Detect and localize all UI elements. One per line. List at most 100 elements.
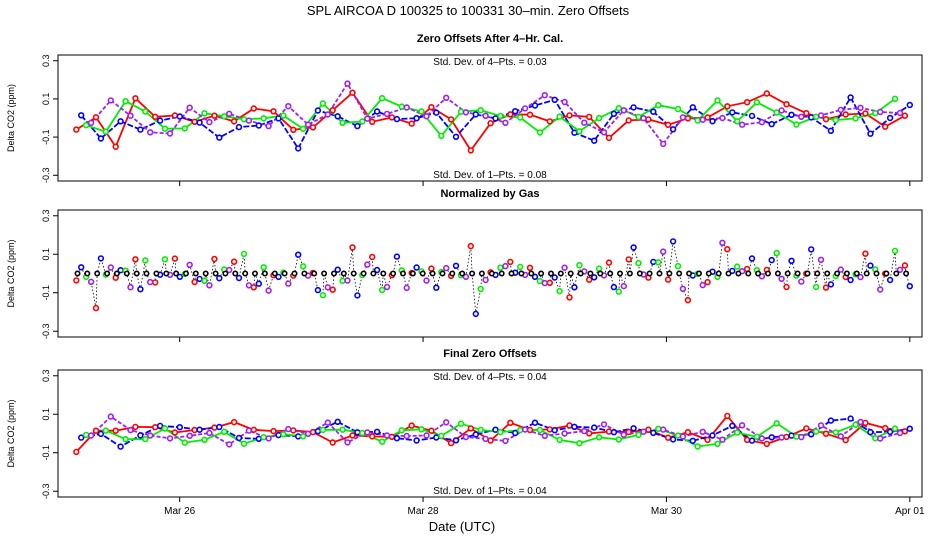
data-point-green — [418, 426, 425, 433]
data-point-purple — [364, 261, 371, 268]
data-point-purple — [107, 97, 115, 104]
data-point-black — [774, 270, 781, 277]
data-point-green — [852, 115, 859, 122]
data-point-blue — [610, 283, 618, 291]
data-point-red — [684, 297, 692, 304]
data-point-purple — [443, 264, 450, 272]
data-point-red — [585, 430, 593, 437]
data-point-purple — [462, 433, 470, 441]
data-point-blue — [571, 284, 578, 291]
series-line-green — [85, 422, 896, 448]
data-point-red — [230, 258, 238, 265]
data-point-green — [595, 265, 603, 272]
data-point-red — [566, 422, 573, 429]
y-axis-label: Delta CO2 (ppm) — [6, 399, 16, 467]
data-point-blue — [807, 246, 815, 253]
data-point-blue — [886, 428, 894, 436]
data-point-purple — [285, 425, 292, 433]
data-point-green — [359, 429, 366, 437]
data-point-green — [497, 428, 504, 436]
data-point-purple — [344, 80, 351, 87]
data-point-blue — [255, 122, 262, 129]
data-point-blue — [551, 274, 558, 281]
data-point-red — [171, 429, 179, 436]
data-point-red — [230, 118, 238, 125]
data-point-red — [881, 424, 889, 432]
data-point-red — [743, 98, 751, 106]
data-point-green — [260, 434, 267, 441]
data-point-green — [477, 426, 484, 434]
data-point-purple — [679, 285, 687, 292]
data-point-purple — [383, 283, 391, 291]
data-point-red — [171, 112, 179, 119]
data-point-black — [192, 270, 199, 277]
data-point-purple — [699, 116, 706, 123]
data-point-black — [883, 270, 890, 277]
data-point-red — [369, 433, 376, 440]
data-point-black — [764, 270, 771, 277]
data-point-blue — [97, 430, 105, 438]
data-point-green — [595, 434, 603, 441]
data-point-purple — [324, 284, 331, 291]
data-point-purple — [600, 129, 608, 136]
data-point-purple — [265, 435, 272, 442]
data-point-red — [842, 111, 849, 118]
data-point-purple — [443, 94, 450, 102]
data-point-blue — [97, 135, 105, 142]
data-point-blue — [630, 425, 637, 432]
data-point-black — [84, 270, 91, 277]
data-point-black — [814, 270, 821, 277]
data-point-red — [605, 428, 613, 435]
data-point-black — [419, 270, 426, 277]
data-point-purple — [659, 140, 667, 148]
data-point-blue — [216, 275, 223, 282]
data-point-blue — [413, 114, 420, 122]
panel-2: Normalized by Gas Delta CO2 (ppm) -0.3 -0.1… — [6, 188, 923, 342]
data-point-purple — [87, 278, 95, 285]
data-point-blue — [847, 415, 854, 422]
data-point-blue — [689, 104, 696, 111]
data-point-purple — [778, 107, 785, 114]
data-point-black — [577, 270, 584, 277]
data-point-black — [409, 270, 416, 277]
data-point-black — [666, 270, 673, 277]
data-point-blue — [216, 134, 223, 141]
data-point-red — [349, 244, 356, 251]
data-point-purple — [502, 262, 509, 270]
data-point-red — [369, 253, 376, 261]
data-point-blue — [610, 429, 618, 436]
data-point-purple — [699, 428, 706, 435]
data-point-purple — [876, 435, 884, 442]
data-point-blue — [196, 426, 203, 433]
data-point-purple — [186, 432, 193, 439]
data-point-black — [370, 270, 377, 277]
data-point-purple — [364, 429, 371, 436]
y-tick-label: 0.3 — [41, 54, 51, 67]
data-point-red — [862, 110, 869, 117]
data-point-red — [487, 437, 494, 444]
data-point-purple — [226, 110, 233, 118]
x-tick-label: Mar 30 — [651, 506, 683, 517]
data-point-purple — [541, 279, 548, 287]
data-point-purple — [581, 119, 588, 126]
data-point-green — [181, 125, 189, 132]
data-point-purple — [265, 287, 272, 294]
data-point-blue — [650, 108, 657, 115]
data-point-green — [615, 104, 622, 112]
data-point-green — [122, 436, 129, 443]
data-point-blue — [216, 423, 223, 431]
data-point-black — [173, 270, 180, 277]
data-point-red — [546, 279, 553, 286]
data-point-red — [270, 427, 277, 435]
data-point-red — [684, 429, 692, 436]
data-point-red — [822, 115, 830, 123]
series-line-purple — [90, 415, 901, 446]
data-point-purple — [758, 435, 766, 442]
data-point-purple — [640, 428, 647, 435]
data-point-red — [566, 294, 573, 301]
data-point-blue — [117, 118, 124, 125]
data-point-purple — [719, 436, 726, 443]
data-point-green — [635, 113, 642, 121]
data-point-purple — [462, 273, 470, 280]
